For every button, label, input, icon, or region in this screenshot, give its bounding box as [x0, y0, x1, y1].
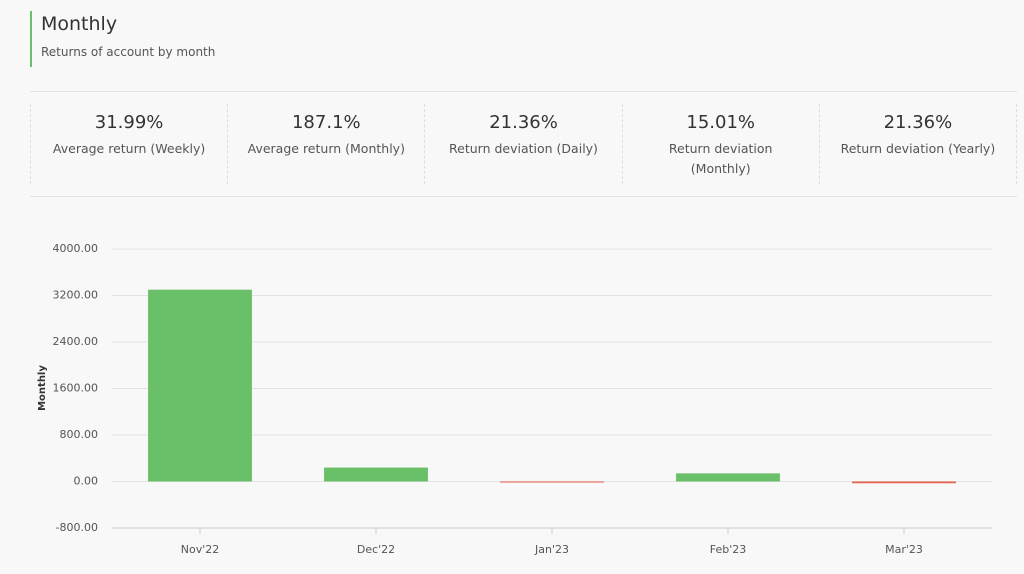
x-tick-label: Feb'23: [710, 543, 747, 556]
stat-label: Return deviation (Daily): [449, 141, 598, 156]
bar: [852, 481, 956, 484]
y-tick-label: 4000.00: [53, 242, 99, 255]
stat-value: 21.36%: [883, 112, 953, 133]
stat: 21.36% Return deviation (Yearly): [820, 104, 1018, 184]
y-tick-label: 3200.00: [53, 289, 99, 302]
stat-value: 31.99%: [94, 112, 164, 133]
stats-row: 31.99% Average return (Weekly) 187.1% Avera…: [30, 104, 1018, 184]
stat: 21.36% Return deviation (Daily): [425, 104, 623, 184]
y-tick-label: 0.00: [74, 475, 99, 488]
y-axis-title: Monthly: [37, 365, 48, 411]
bar: [324, 467, 428, 482]
stat-value: 15.01%: [686, 112, 756, 133]
stat-label: Average return (Weekly): [52, 141, 206, 156]
stat-value: 187.1%: [291, 112, 361, 133]
bar: [676, 473, 780, 482]
y-tick-label: 1600.00: [53, 382, 99, 395]
title: Monthly: [41, 13, 118, 35]
x-tick-label: Jan'23: [534, 543, 569, 556]
stat: 31.99% Average return (Weekly): [30, 104, 229, 184]
x-tick-label: Nov'22: [181, 543, 220, 556]
bar: [500, 481, 604, 483]
subtitle: Returns of account by month: [41, 45, 216, 59]
divider: [30, 91, 1017, 92]
y-tick-label: 2400.00: [53, 335, 99, 348]
x-tick-label: Dec'22: [357, 543, 395, 556]
y-tick-label: -800.00: [56, 521, 98, 534]
divider: [30, 196, 1017, 197]
header: Monthly Returns of account by month: [30, 11, 215, 67]
chart: Monthly -800.00 0.00 800.00 1600.00 2400.00 3…: [37, 242, 992, 556]
bar: [148, 289, 252, 482]
stat-label: Return deviation (Monthly): [668, 141, 773, 176]
x-tick-label: Mar'23: [885, 543, 923, 556]
stat: 15.01% Return deviation (Monthly): [623, 104, 820, 184]
y-tick-label: 800.00: [60, 428, 99, 441]
stat-label: Return deviation (Yearly): [840, 141, 996, 156]
stat-value: 21.36%: [489, 112, 558, 133]
stat-label: Average return (Monthly): [247, 141, 405, 156]
stat: 187.1% Average return (Monthly): [228, 104, 426, 184]
